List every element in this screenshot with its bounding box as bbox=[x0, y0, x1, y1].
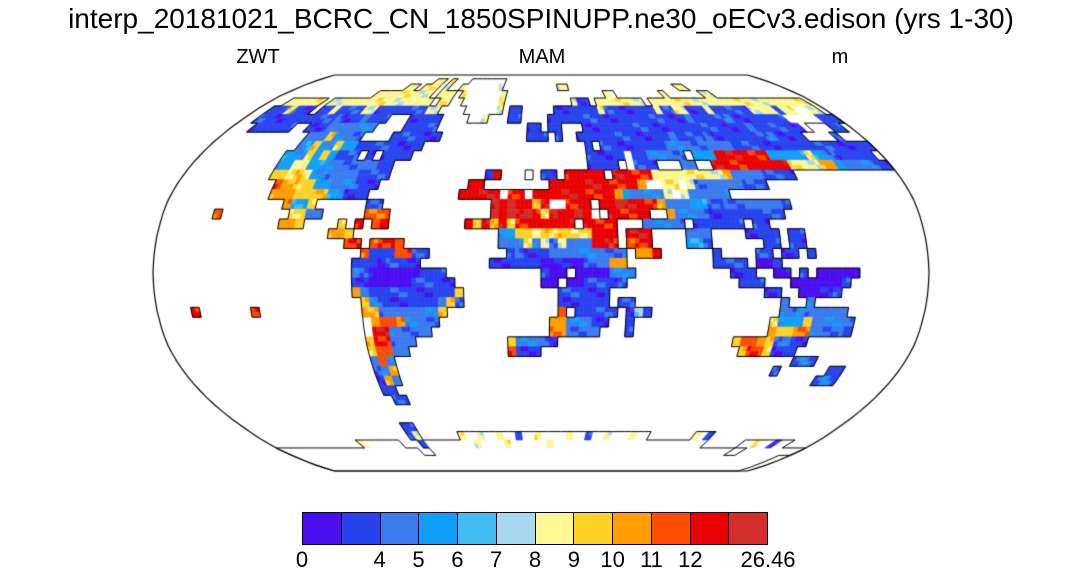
colorbar-tick-label: 9 bbox=[567, 547, 580, 572]
colorbar-cell bbox=[419, 513, 458, 544]
colorbar-tick-label: 10 bbox=[600, 547, 625, 572]
colorbar-tick-label: 0 bbox=[295, 547, 309, 572]
colorbar-tick-label: 8 bbox=[528, 547, 542, 572]
colorbar-cell bbox=[613, 513, 652, 544]
colorbar-cell bbox=[574, 513, 613, 544]
colorbar-ticks: 0 4 5 6 7 8 9 10 11 12 26.46 bbox=[296, 547, 796, 573]
colorbar-tick-label: 7 bbox=[490, 547, 503, 572]
colorbar-tick-label: 5 bbox=[412, 547, 425, 572]
colorbar-cell bbox=[651, 513, 691, 544]
colorbar-cell bbox=[380, 513, 420, 544]
colorbar-cell bbox=[458, 513, 497, 544]
colorbar-tick-label: 26.46 bbox=[740, 547, 796, 572]
colorbar-cell bbox=[535, 513, 575, 544]
colorbar bbox=[302, 512, 768, 545]
colorbar-cell bbox=[690, 513, 730, 544]
colorbar-tick-label: 11 bbox=[640, 547, 663, 572]
colorbar-tick-label: 4 bbox=[373, 547, 386, 572]
colorbar-tick-label: 12 bbox=[678, 547, 703, 572]
colorbar-tick-label: 6 bbox=[451, 547, 464, 572]
colorbar-cell bbox=[341, 513, 381, 544]
colorbar-cell bbox=[303, 513, 342, 544]
colorbar-cell bbox=[496, 513, 536, 544]
colorbar-cell bbox=[729, 513, 767, 544]
